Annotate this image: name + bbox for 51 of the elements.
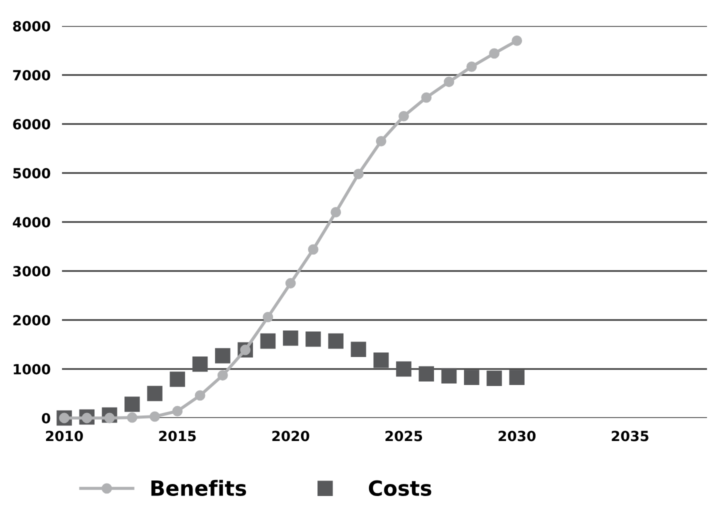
point	[308, 244, 318, 255]
point	[330, 206, 342, 218]
point	[194, 390, 206, 401]
point	[328, 333, 344, 349]
point	[444, 76, 454, 88]
y-tick-label: 4000	[12, 216, 50, 228]
point	[306, 331, 321, 347]
point	[350, 342, 366, 358]
point	[172, 406, 183, 416]
point	[124, 396, 140, 412]
y-tick-label: 6000	[13, 118, 50, 130]
point	[512, 35, 522, 46]
y-tick-label: 2000	[13, 314, 50, 326]
point	[282, 330, 298, 346]
point	[509, 370, 525, 385]
point	[376, 136, 386, 146]
point	[217, 370, 228, 381]
point	[150, 411, 160, 422]
y-tick-label: 7000	[13, 70, 50, 80]
x-tick-label: 2025	[386, 430, 422, 442]
y-tick-label: 1000	[14, 364, 50, 374]
point	[489, 48, 500, 59]
point	[170, 372, 186, 387]
y-tick-label: 5000	[13, 168, 50, 178]
point	[353, 168, 364, 180]
point	[260, 333, 276, 349]
y-tick-label: 8000	[13, 20, 50, 32]
x-tick-label: 2020	[272, 430, 310, 442]
x-tick-label: 2015	[159, 430, 196, 442]
point	[285, 278, 296, 288]
legend-label: Benefits	[151, 480, 246, 496]
y-tick-label: 3000	[13, 266, 50, 276]
point	[421, 92, 432, 103]
point	[441, 368, 457, 384]
point	[418, 366, 434, 382]
point	[192, 356, 208, 372]
point	[147, 386, 162, 402]
point	[126, 412, 138, 423]
x-tick-label: 2010	[46, 430, 83, 442]
point	[215, 348, 230, 364]
x-tick-label: 2030	[498, 430, 536, 442]
point	[466, 61, 477, 72]
point	[396, 361, 412, 377]
x-tick-label: 2035	[612, 430, 648, 442]
point	[486, 370, 502, 386]
point	[398, 110, 409, 122]
point	[464, 370, 480, 385]
y-tick-label: 0	[42, 412, 50, 424]
point	[262, 312, 274, 322]
legend-label: Costs	[368, 480, 432, 496]
point	[373, 352, 389, 368]
